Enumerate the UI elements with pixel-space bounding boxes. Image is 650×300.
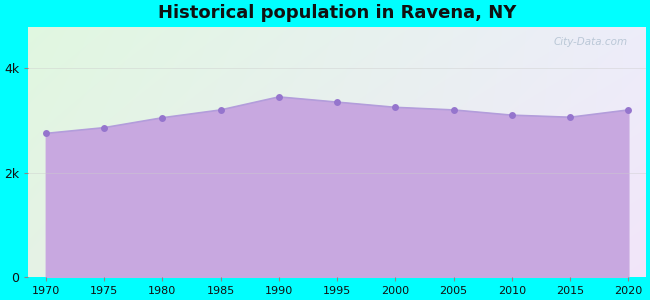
Point [157,116,168,120]
Point [274,94,284,99]
Point [623,107,634,112]
Point [40,131,51,136]
Point [565,115,575,120]
Point [99,125,109,130]
Point [390,105,400,110]
Point [215,107,226,112]
Point [448,107,459,112]
Title: Historical population in Ravena, NY: Historical population in Ravena, NY [158,4,516,22]
Point [332,100,343,104]
Text: City-Data.com: City-Data.com [553,37,627,46]
Point [506,113,517,118]
